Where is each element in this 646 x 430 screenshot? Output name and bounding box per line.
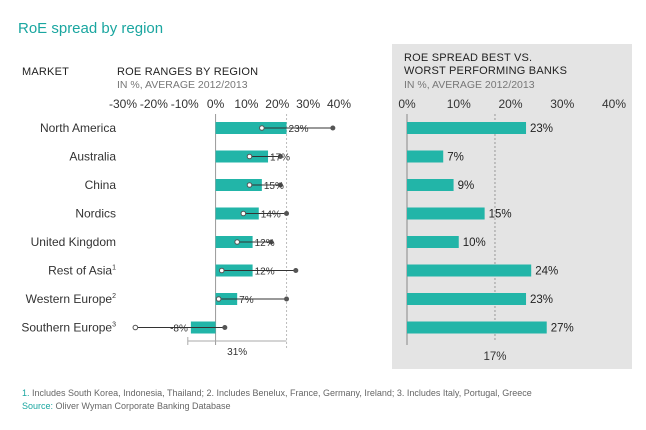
left-x-tick-label: 20%	[265, 97, 289, 111]
region-label: North America	[40, 121, 116, 135]
right-value-label: 23%	[530, 294, 553, 306]
right-bar	[407, 122, 527, 134]
left-x-tick-label: 30%	[296, 97, 320, 111]
source-label: Source:	[22, 401, 54, 411]
region-label: China	[85, 178, 117, 192]
right-x-tick-label: 20%	[498, 97, 522, 111]
footnote: 1. Includes South Korea, Indonesia, Thai…	[22, 388, 532, 398]
left-value-label: 14%	[261, 210, 281, 221]
footnote-text: Includes South Korea, Indonesia, Thailan…	[29, 388, 532, 398]
left-value-label: 7%	[239, 295, 254, 306]
right-bar	[407, 321, 547, 334]
range-min-marker	[240, 210, 247, 217]
left-value-label: 23%	[289, 124, 309, 135]
right-bar	[407, 179, 454, 191]
left-x-tick-label: 40%	[327, 97, 351, 111]
right-x-tick-label: 0%	[398, 97, 416, 111]
footnote-number: 1.	[22, 388, 30, 398]
right-bar	[407, 236, 459, 248]
right-value-label: 23%	[530, 123, 553, 135]
region-label: Nordics	[75, 207, 116, 221]
region-label: United Kingdom	[31, 235, 116, 249]
right-value-label: 15%	[489, 209, 512, 221]
range-max-marker	[330, 125, 336, 131]
left-bar	[215, 122, 287, 134]
left-bar	[215, 207, 259, 220]
right-bar	[407, 293, 527, 305]
right-chart-title-line1: ROE SPREAD BEST VS.	[404, 52, 533, 64]
left-chart-subtitle: IN %, AVERAGE 2012/2013	[117, 79, 248, 91]
left-x-tick-label: 0%	[207, 97, 225, 111]
right-bar	[407, 150, 444, 163]
source-text: Oliver Wyman Corporate Banking Database	[53, 401, 231, 411]
left-chart-title: ROE RANGES BY REGION	[117, 66, 259, 78]
range-min-marker	[215, 296, 222, 302]
left-x-tick-label: 10%	[234, 97, 258, 111]
region-label: Western Europe2	[26, 292, 117, 306]
right-value-label: 24%	[535, 266, 558, 278]
range-max-marker	[284, 296, 290, 302]
spread-annotation-label: 31%	[227, 347, 247, 358]
source-line: Source: Oliver Wyman Corporate Banking D…	[22, 401, 231, 411]
left-bar	[215, 236, 253, 248]
range-max-marker	[268, 239, 274, 245]
right-value-label: 27%	[551, 323, 574, 335]
right-value-label: 9%	[458, 180, 475, 192]
right-chart-title-line2: WORST PERFORMING BANKS	[404, 65, 568, 77]
right-average-label: 17%	[483, 351, 506, 363]
right-value-label: 10%	[463, 237, 486, 249]
range-max-marker	[277, 154, 283, 159]
left-x-tick-label: -20%	[140, 97, 168, 111]
right-chart-subtitle: IN %, AVERAGE 2012/2013	[404, 79, 535, 91]
left-value-label: -8%	[170, 324, 188, 335]
range-min-marker	[132, 324, 139, 331]
left-value-label: 12%	[255, 238, 275, 249]
region-label: Southern Europe3	[21, 321, 116, 335]
region-label: Australia	[69, 150, 116, 164]
page-title: RoE spread by region	[18, 20, 164, 37]
range-max-marker	[284, 211, 290, 216]
right-bar	[407, 207, 485, 220]
left-bar	[215, 179, 262, 191]
range-min-marker	[246, 153, 253, 160]
region-label: Rest of Asia1	[48, 264, 116, 278]
left-x-tick-label: -30%	[109, 97, 137, 111]
range-max-marker	[293, 268, 299, 273]
right-panel-background	[392, 44, 632, 369]
market-header: MARKET	[22, 66, 70, 78]
right-value-label: 7%	[447, 152, 464, 164]
range-max-marker	[277, 182, 283, 188]
right-x-tick-label: 40%	[602, 97, 626, 111]
range-min-marker	[218, 267, 225, 274]
range-min-marker	[234, 239, 240, 245]
left-x-tick-label: -10%	[171, 97, 199, 111]
range-min-marker	[246, 182, 253, 188]
left-value-label: 12%	[255, 267, 275, 278]
right-x-tick-label: 10%	[447, 97, 471, 111]
range-max-marker	[222, 325, 228, 330]
right-x-tick-label: 30%	[550, 97, 574, 111]
left-value-label: 17%	[270, 153, 290, 164]
range-min-marker	[259, 125, 265, 131]
right-bar	[407, 264, 532, 277]
left-bar	[215, 150, 269, 163]
left-value-label: 15%	[264, 181, 284, 192]
